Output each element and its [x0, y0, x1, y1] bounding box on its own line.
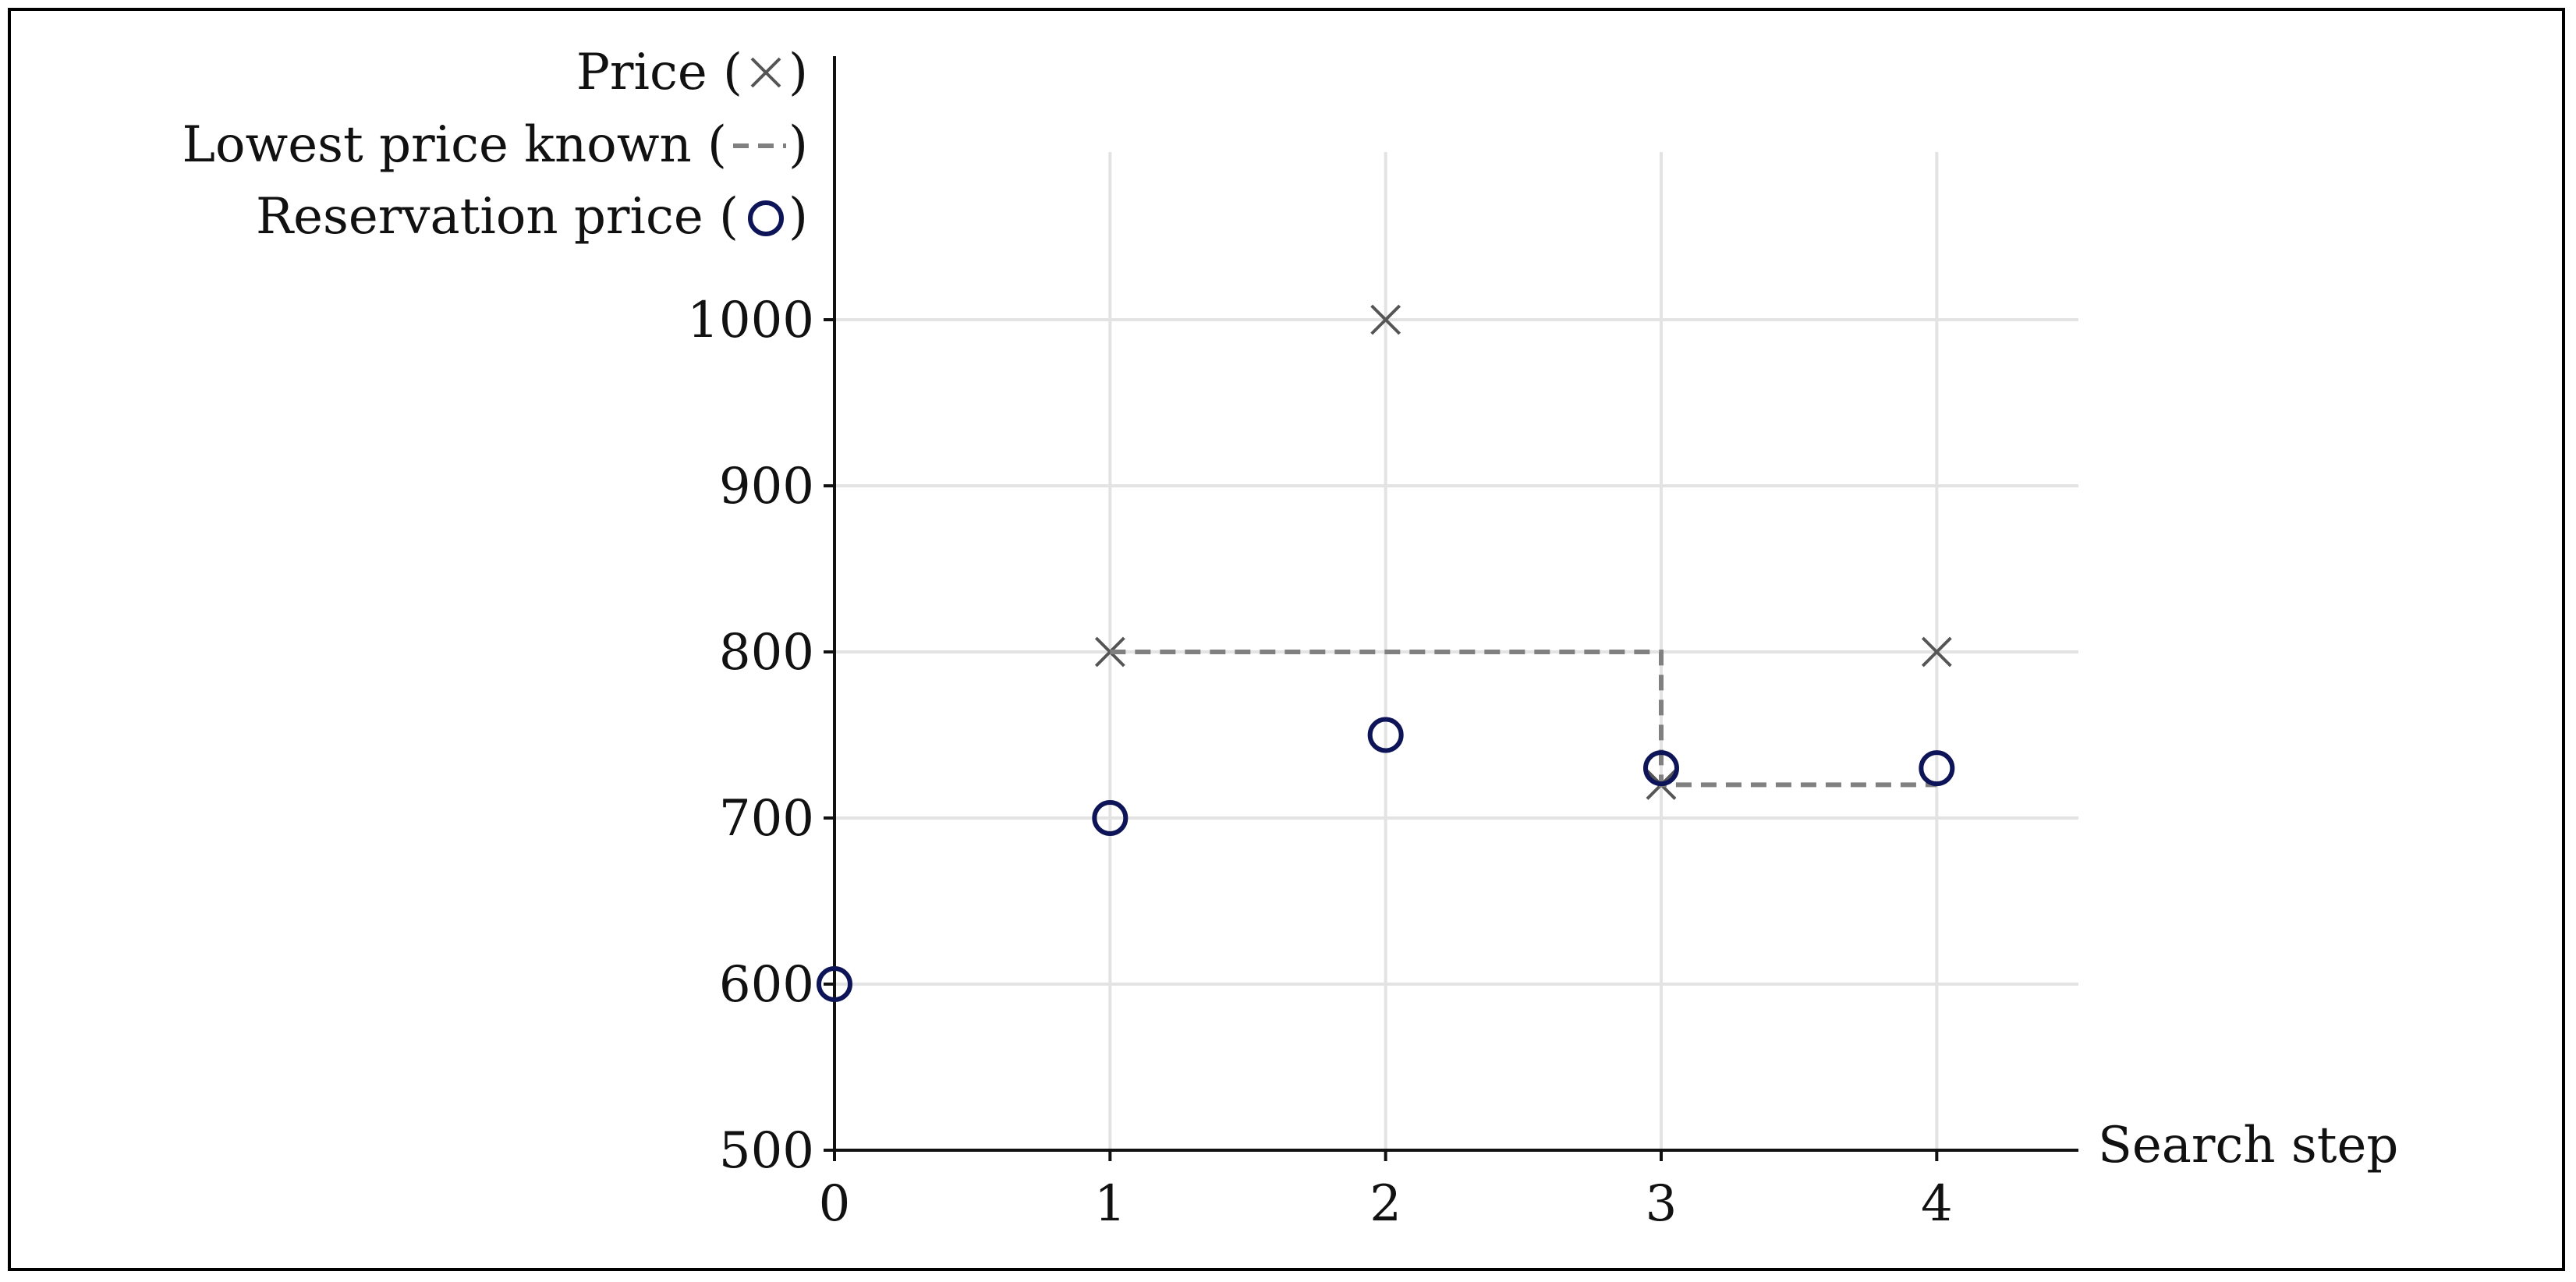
legend: Price ( ) Lowest price known ( ) Reserva… — [182, 44, 808, 246]
legend-price-symbol-stroke-b — [750, 57, 781, 88]
price-point-1 — [1370, 304, 1401, 335]
axes — [824, 56, 2078, 1161]
reservation-price-point-1 — [1092, 800, 1129, 836]
price-point-3-stroke-b — [1921, 636, 1952, 668]
price-point-1-stroke-b — [1370, 304, 1401, 335]
legend-reservation-symbol — [748, 200, 784, 236]
legend-reservation-close: ) — [788, 188, 808, 246]
grid — [834, 152, 2078, 1150]
x-tick-label-2: 2 — [1369, 1175, 1401, 1233]
reservation-price-point-3 — [1643, 750, 1679, 787]
legend-lowest-label: Lowest price known ( — [182, 116, 727, 174]
x-tick-label-1: 1 — [1094, 1175, 1126, 1233]
x-tick-label-0: 0 — [819, 1175, 851, 1233]
tick-labels: 0 1 2 3 4 500 600 700 800 900 1000 — [687, 292, 1953, 1233]
y-tick-label-500: 500 — [719, 1122, 814, 1180]
price-point-3 — [1921, 636, 1952, 668]
legend-lowest-close: ) — [788, 116, 808, 174]
reservation-price-point-0 — [817, 966, 852, 1002]
lowest-price-known-line — [1110, 650, 1937, 788]
legend-price-close: ) — [788, 44, 808, 101]
y-tick-label-900: 900 — [719, 458, 814, 515]
legend-price-label: Price ( — [576, 44, 742, 101]
reservation-price-point-2 — [1367, 717, 1404, 753]
x-tick-label-4: 4 — [1921, 1175, 1953, 1233]
x-axis-label: Search step — [2098, 1117, 2398, 1174]
series — [817, 304, 1955, 1002]
legend-reservation-label: Reservation price ( — [256, 188, 739, 246]
legend-price-symbol — [750, 57, 781, 88]
y-tick-label-1000: 1000 — [687, 292, 814, 349]
reservation-price-point-4 — [1919, 750, 1955, 787]
y-tick-label-700: 700 — [719, 790, 814, 848]
chart-frame — [8, 8, 2565, 1271]
y-tick-label-600: 600 — [719, 956, 814, 1014]
x-tick-label-3: 3 — [1646, 1175, 1678, 1233]
y-tick-label-800: 800 — [719, 624, 814, 682]
